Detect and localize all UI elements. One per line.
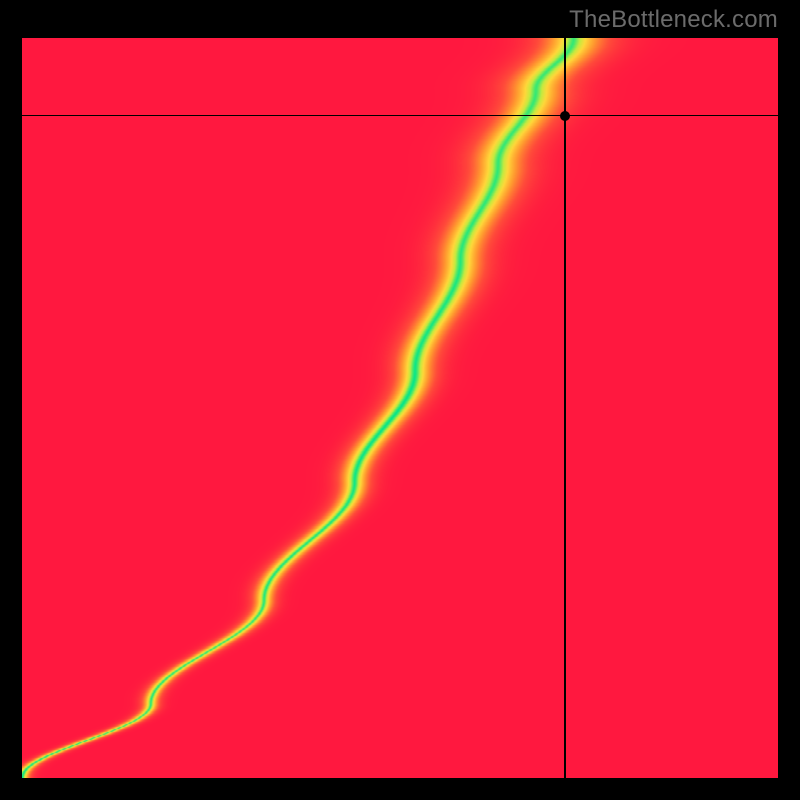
heatmap-plot-area [22, 38, 778, 778]
crosshair-vertical-line [564, 38, 566, 778]
crosshair-marker-dot [560, 111, 570, 121]
heatmap-canvas [22, 38, 778, 778]
figure-root: TheBottleneck.com [0, 0, 800, 800]
crosshair-horizontal-line [22, 115, 778, 117]
watermark-text: TheBottleneck.com [569, 6, 778, 34]
